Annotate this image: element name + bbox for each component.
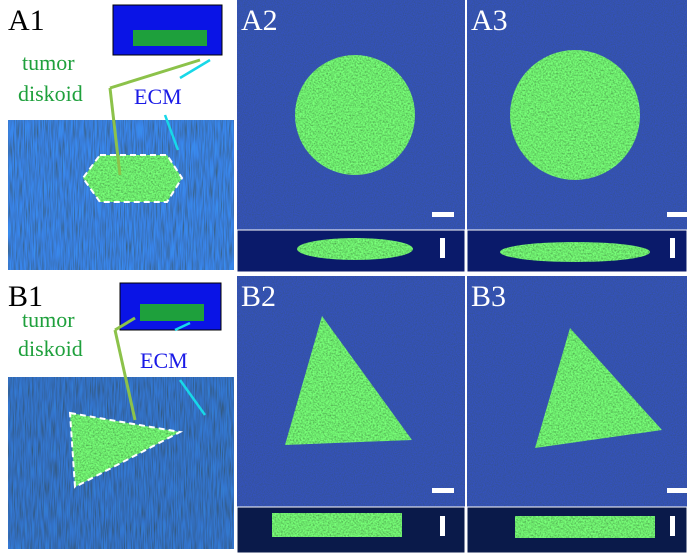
annotation: ECM bbox=[134, 84, 182, 109]
side-diskoid bbox=[500, 242, 650, 262]
scale-bar bbox=[670, 238, 675, 258]
annotation: diskoid bbox=[18, 81, 83, 106]
schematic-diskoid bbox=[133, 30, 207, 46]
render-ecm bbox=[8, 377, 234, 549]
panel-b1: B1 tumor diskoid ECM bbox=[8, 280, 234, 549]
panel-label: A2 bbox=[241, 4, 278, 37]
scale-bar bbox=[432, 488, 454, 493]
panel-b3: B3 bbox=[467, 276, 687, 553]
scale-bar bbox=[670, 516, 675, 536]
render-diskoid bbox=[83, 155, 182, 202]
panel-label: A3 bbox=[471, 4, 508, 37]
scale-bar bbox=[667, 488, 687, 493]
annotation: tumor bbox=[22, 50, 75, 75]
panel-a2: A2 bbox=[237, 0, 465, 272]
panel-a1: A1 tumor diskoid ECM bbox=[8, 4, 234, 270]
scale-bar bbox=[440, 516, 445, 536]
panel-label: B3 bbox=[471, 280, 506, 313]
annotation: tumor bbox=[22, 307, 75, 332]
scale-bar bbox=[440, 238, 445, 258]
scale-bar bbox=[667, 212, 687, 217]
panel-label: A1 bbox=[8, 4, 45, 37]
schematic-diskoid bbox=[140, 304, 204, 321]
diskoid bbox=[510, 50, 640, 180]
panel-label: B2 bbox=[241, 280, 276, 313]
side-diskoid bbox=[297, 238, 413, 260]
annotation: diskoid bbox=[18, 336, 83, 361]
panel-a3: A3 bbox=[467, 0, 687, 272]
scale-bar bbox=[432, 212, 454, 217]
side-diskoid bbox=[272, 513, 402, 537]
diskoid bbox=[295, 55, 415, 175]
panel-b2: B2 bbox=[237, 276, 465, 553]
figure: A1 tumor diskoid ECM A2 A3 B1 bbox=[0, 0, 687, 553]
annotation: ECM bbox=[140, 348, 188, 373]
side-diskoid bbox=[515, 516, 655, 538]
